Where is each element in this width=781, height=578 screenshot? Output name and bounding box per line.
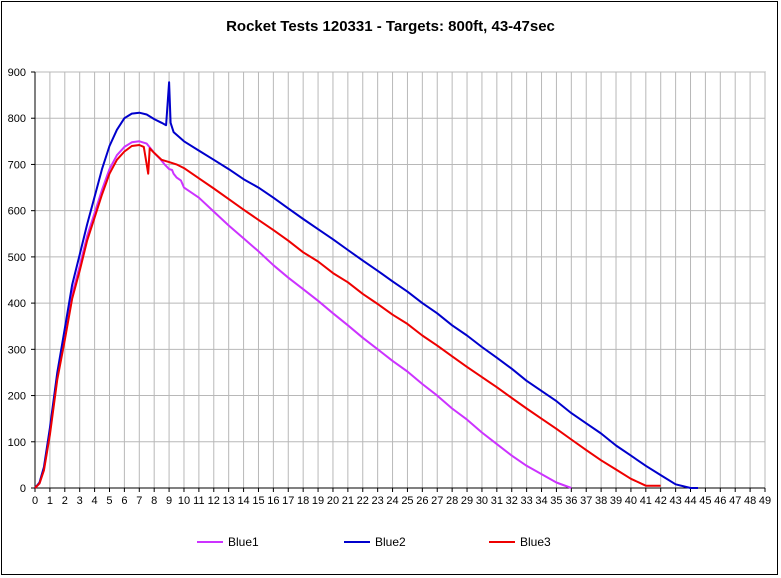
x-tick-label: 7 bbox=[136, 495, 142, 507]
x-tick-label: 16 bbox=[267, 495, 279, 507]
y-tick-label: 200 bbox=[8, 391, 26, 403]
x-tick-label: 10 bbox=[178, 495, 190, 507]
x-tick-label: 13 bbox=[223, 495, 235, 507]
tick-labels: 0 1 2 3 4 5 6 7 8 9 10 11 12 13 14 15 16 17 18 19 20 21 22 23 24… bbox=[8, 67, 771, 507]
y-tick-label: 500 bbox=[8, 252, 26, 264]
x-tick-label: 39 bbox=[610, 495, 622, 507]
x-tick-label: 45 bbox=[699, 495, 711, 507]
x-tick-label: 35 bbox=[550, 495, 562, 507]
series-line-blue1 bbox=[34, 140, 572, 489]
x-tick-label: 44 bbox=[684, 495, 696, 507]
x-tick-label: 33 bbox=[521, 495, 533, 507]
x-tick-label: 32 bbox=[506, 495, 518, 507]
x-tick-label: 0 bbox=[32, 495, 38, 507]
x-tick-label: 4 bbox=[92, 495, 98, 507]
x-tick-label: 31 bbox=[491, 495, 503, 507]
x-tick-label: 11 bbox=[193, 495, 204, 507]
x-tick-label: 29 bbox=[461, 495, 473, 507]
legend-label-blue1: Blue1 bbox=[228, 535, 259, 549]
x-tick-label: 3 bbox=[77, 495, 83, 507]
x-tick-label: 49 bbox=[759, 495, 771, 507]
x-tick-label: 37 bbox=[580, 495, 592, 507]
series-lines bbox=[34, 81, 698, 489]
x-tick-label: 12 bbox=[208, 495, 220, 507]
x-tick-label: 30 bbox=[476, 495, 488, 507]
x-tick-label: 24 bbox=[386, 495, 398, 507]
x-tick-label: 18 bbox=[297, 495, 309, 507]
x-tick-label: 5 bbox=[106, 495, 112, 507]
grid-lines bbox=[34, 71, 766, 489]
x-tick-label: 22 bbox=[357, 495, 369, 507]
chart-title: Rocket Tests 120331 - Targets: 800ft, 43… bbox=[226, 18, 555, 35]
x-tick-label: 38 bbox=[595, 495, 607, 507]
x-tick-label: 27 bbox=[431, 495, 443, 507]
y-tick-label: 700 bbox=[8, 159, 26, 171]
x-tick-label: 2 bbox=[62, 495, 68, 507]
x-tick-label: 25 bbox=[401, 495, 413, 507]
x-tick-label: 47 bbox=[729, 495, 741, 507]
x-tick-label: 23 bbox=[372, 495, 384, 507]
x-tick-label: 40 bbox=[625, 495, 637, 507]
x-tick-label: 8 bbox=[151, 495, 157, 507]
x-tick-label: 28 bbox=[446, 495, 458, 507]
x-tick-label: 41 bbox=[640, 495, 652, 507]
x-tick-label: 14 bbox=[237, 495, 249, 507]
x-tick-label: 26 bbox=[416, 495, 428, 507]
y-tick-label: 300 bbox=[8, 344, 26, 356]
y-tick-label: 800 bbox=[8, 113, 26, 125]
x-tick-label: 1 bbox=[47, 495, 53, 507]
legend: Blue1 Blue2 Blue3 bbox=[197, 535, 551, 549]
x-tick-label: 34 bbox=[535, 495, 547, 507]
x-tick-label: 42 bbox=[655, 495, 667, 507]
x-tick-label: 46 bbox=[714, 495, 726, 507]
x-tick-label: 20 bbox=[327, 495, 339, 507]
y-tick-label: 0 bbox=[20, 483, 26, 495]
y-tick-label: 600 bbox=[8, 206, 26, 218]
y-tick-label: 100 bbox=[8, 437, 26, 449]
legend-label-blue3: Blue3 bbox=[520, 535, 551, 549]
x-tick-label: 36 bbox=[565, 495, 577, 507]
x-tick-label: 17 bbox=[282, 495, 294, 507]
y-tick-label: 900 bbox=[8, 67, 26, 79]
x-tick-label: 19 bbox=[312, 495, 324, 507]
plot-area-border bbox=[34, 71, 766, 489]
x-tick-label: 21 bbox=[342, 495, 354, 507]
x-tick-label: 48 bbox=[744, 495, 756, 507]
x-tick-label: 9 bbox=[166, 495, 172, 507]
x-tick-label: 43 bbox=[669, 495, 681, 507]
y-tick-label: 400 bbox=[8, 298, 26, 310]
legend-label-blue2: Blue2 bbox=[375, 535, 406, 549]
x-tick-label: 6 bbox=[121, 495, 127, 507]
x-tick-label: 15 bbox=[252, 495, 264, 507]
series-line-blue3 bbox=[34, 144, 661, 489]
axes bbox=[31, 71, 766, 492]
series-line-blue2 bbox=[34, 81, 698, 489]
